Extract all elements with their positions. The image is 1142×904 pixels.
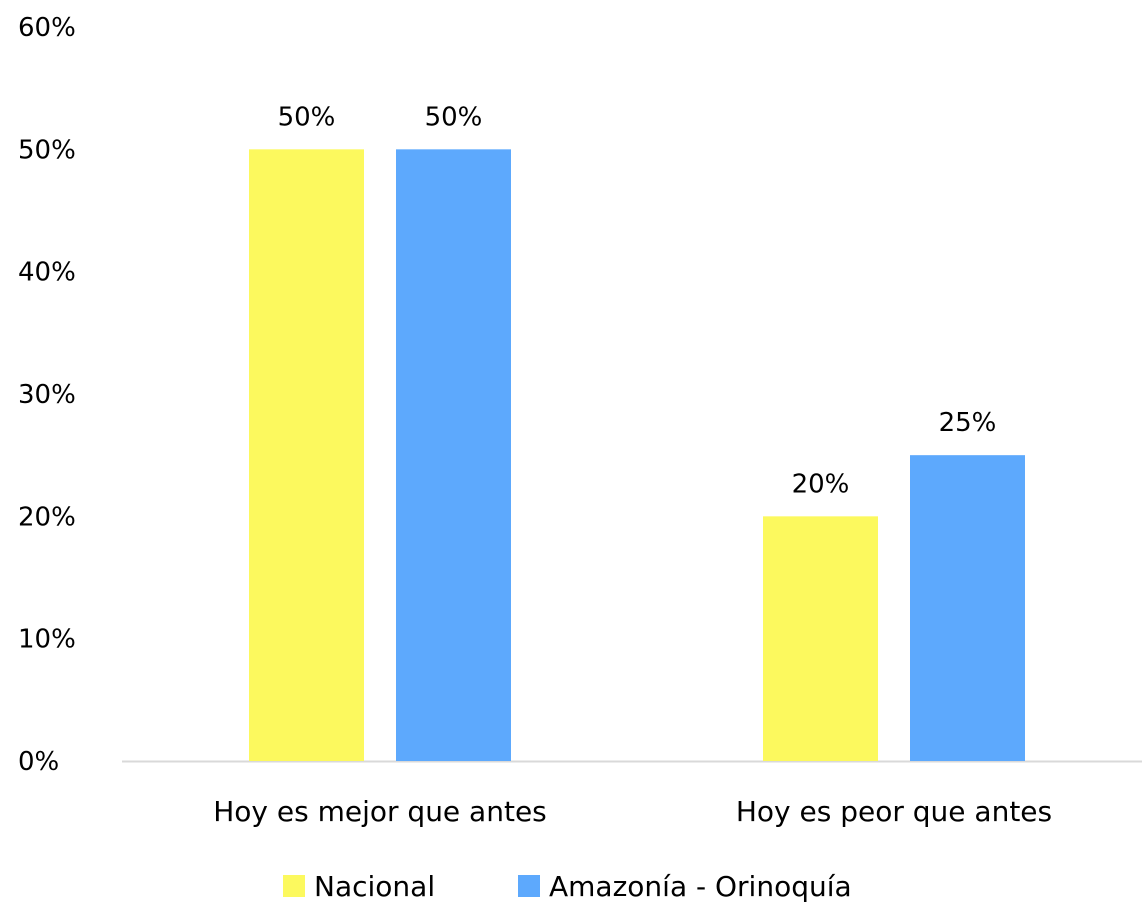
bar-nacional (249, 149, 364, 762)
bar-amazonia-orinoquia (396, 149, 511, 762)
bar-nacional (763, 516, 878, 761)
bar-value-label: 20% (792, 469, 850, 499)
legend: Nacional Amazonía - Orinoquía (283, 870, 852, 903)
x-category-label: Hoy es peor que antes (736, 795, 1052, 828)
y-tick-label: 40% (18, 258, 76, 288)
bar-value-label: 50% (278, 102, 336, 132)
y-tick-label: 60% (18, 13, 76, 43)
legend-label: Amazonía - Orinoquía (549, 870, 852, 903)
bars (249, 149, 1025, 762)
y-tick-label: 20% (18, 502, 76, 532)
legend-label: Nacional (314, 870, 435, 903)
y-axis-ticks: 0% 10% 20% 30% 40% 50% 60% (18, 13, 76, 777)
data-labels: 50% 50% 20% 25% (278, 102, 997, 499)
bar-value-label: 25% (939, 408, 997, 438)
y-tick-label: 30% (18, 380, 76, 410)
category-labels: Hoy es mejor que antes Hoy es peor que an… (213, 795, 1052, 828)
legend-swatch (518, 875, 540, 897)
bar-value-label: 50% (425, 102, 483, 132)
y-tick-label: 0% (18, 747, 59, 777)
bar-amazonia-orinoquia (910, 455, 1025, 761)
y-tick-label: 50% (18, 135, 76, 165)
x-category-label: Hoy es mejor que antes (213, 795, 547, 828)
legend-swatch (283, 875, 305, 897)
y-tick-label: 10% (18, 625, 76, 655)
